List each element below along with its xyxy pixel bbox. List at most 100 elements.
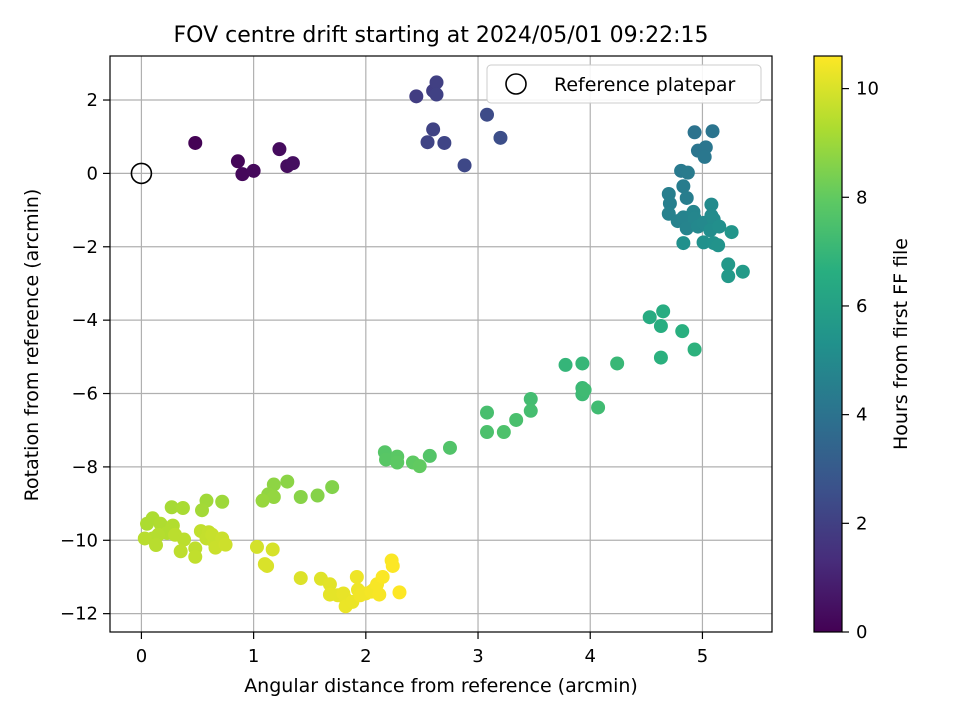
data-point bbox=[420, 135, 435, 150]
data-point bbox=[493, 130, 508, 145]
data-point bbox=[653, 350, 668, 365]
colorbar-tick-label: 8 bbox=[856, 187, 867, 208]
data-point bbox=[429, 87, 444, 102]
data-point bbox=[246, 163, 261, 178]
data-point bbox=[409, 89, 424, 104]
data-point bbox=[215, 494, 230, 509]
colorbar-tick-label: 2 bbox=[856, 513, 867, 534]
data-point bbox=[610, 356, 625, 371]
data-point bbox=[140, 516, 155, 531]
data-point bbox=[675, 324, 690, 339]
x-tick-label: 5 bbox=[697, 646, 708, 667]
x-axis-label: Angular distance from reference (arcmin) bbox=[244, 675, 638, 697]
data-point bbox=[412, 459, 427, 474]
data-point bbox=[322, 577, 337, 592]
data-point bbox=[679, 190, 694, 205]
data-point bbox=[577, 382, 592, 397]
data-point bbox=[392, 585, 407, 600]
data-point bbox=[372, 587, 387, 602]
data-point bbox=[523, 403, 538, 418]
data-point bbox=[272, 142, 287, 157]
data-point bbox=[349, 569, 364, 584]
data-point bbox=[260, 558, 275, 573]
y-tick-label: 2 bbox=[87, 90, 98, 111]
data-point bbox=[173, 544, 188, 559]
legend-label-reference: Reference platepar bbox=[554, 74, 736, 96]
x-axis-ticks: 0 1 2 3 4 5 bbox=[136, 632, 708, 667]
data-point bbox=[711, 238, 726, 253]
x-tick-label: 1 bbox=[248, 646, 259, 667]
data-points bbox=[137, 75, 750, 614]
data-point bbox=[375, 569, 390, 584]
colorbar-ticks: 0 2 4 6 8 10 bbox=[842, 79, 879, 643]
data-point bbox=[137, 531, 152, 546]
data-point bbox=[704, 197, 719, 212]
data-point bbox=[293, 489, 308, 504]
x-tick-label: 3 bbox=[472, 646, 483, 667]
data-point bbox=[656, 304, 671, 319]
data-point bbox=[285, 156, 300, 171]
data-point bbox=[687, 125, 702, 140]
data-point bbox=[642, 310, 657, 325]
data-point bbox=[687, 342, 702, 357]
plot-frame bbox=[109, 55, 773, 633]
data-point bbox=[177, 532, 192, 547]
data-point bbox=[705, 124, 720, 139]
legend-box bbox=[486, 64, 762, 104]
data-point bbox=[249, 539, 264, 554]
data-point bbox=[591, 400, 606, 415]
data-point bbox=[480, 405, 495, 420]
x-tick-label: 4 bbox=[585, 646, 596, 667]
data-point bbox=[697, 149, 712, 164]
data-point bbox=[385, 558, 400, 573]
chart-title: FOV centre drift starting at 2024/05/01 … bbox=[174, 23, 709, 48]
data-point bbox=[712, 219, 727, 234]
data-point bbox=[429, 75, 444, 90]
y-tick-label: −8 bbox=[71, 457, 98, 478]
data-point bbox=[310, 488, 325, 503]
data-point bbox=[523, 392, 538, 407]
colorbar-gradient bbox=[813, 55, 843, 633]
data-point bbox=[188, 135, 203, 150]
data-point bbox=[195, 503, 210, 518]
data-point bbox=[325, 480, 340, 495]
y-tick-label: −6 bbox=[71, 384, 98, 405]
colorbar-tick-label: 6 bbox=[856, 296, 867, 317]
data-point bbox=[721, 269, 736, 284]
plot-area: 0 1 2 3 4 5 2 0 −2 −4 −6 −8 −10 −12 bbox=[60, 55, 773, 667]
data-point bbox=[230, 154, 245, 169]
data-point bbox=[266, 489, 281, 504]
data-point bbox=[255, 493, 270, 508]
colorbar-tick-label: 4 bbox=[856, 405, 867, 426]
data-point bbox=[164, 500, 179, 515]
data-point bbox=[426, 122, 441, 137]
data-point bbox=[235, 167, 250, 182]
y-tick-label: −2 bbox=[71, 237, 98, 258]
data-point bbox=[662, 196, 677, 211]
legend-marker-reference bbox=[505, 73, 527, 95]
data-point bbox=[575, 356, 590, 371]
data-point bbox=[218, 537, 233, 552]
data-point bbox=[188, 549, 203, 564]
y-tick-label: −12 bbox=[60, 604, 98, 625]
data-point bbox=[653, 319, 668, 334]
data-point bbox=[696, 235, 711, 250]
y-tick-label: −10 bbox=[60, 530, 98, 551]
data-point bbox=[558, 357, 573, 372]
x-tick-label: 2 bbox=[360, 646, 371, 667]
y-tick-label: −4 bbox=[71, 310, 98, 331]
y-tick-label: 0 bbox=[87, 163, 98, 184]
data-point bbox=[390, 455, 405, 470]
data-point bbox=[676, 179, 691, 194]
data-point bbox=[293, 571, 308, 586]
data-point bbox=[175, 500, 190, 515]
data-point bbox=[480, 107, 495, 122]
colorbar: 0 2 4 6 8 10 Hours from first FF file bbox=[813, 55, 912, 643]
colorbar-tick-label: 0 bbox=[856, 622, 867, 643]
data-point bbox=[379, 452, 394, 467]
data-point bbox=[735, 264, 750, 279]
data-point bbox=[680, 165, 695, 180]
data-point bbox=[437, 135, 452, 150]
data-point bbox=[721, 257, 736, 272]
